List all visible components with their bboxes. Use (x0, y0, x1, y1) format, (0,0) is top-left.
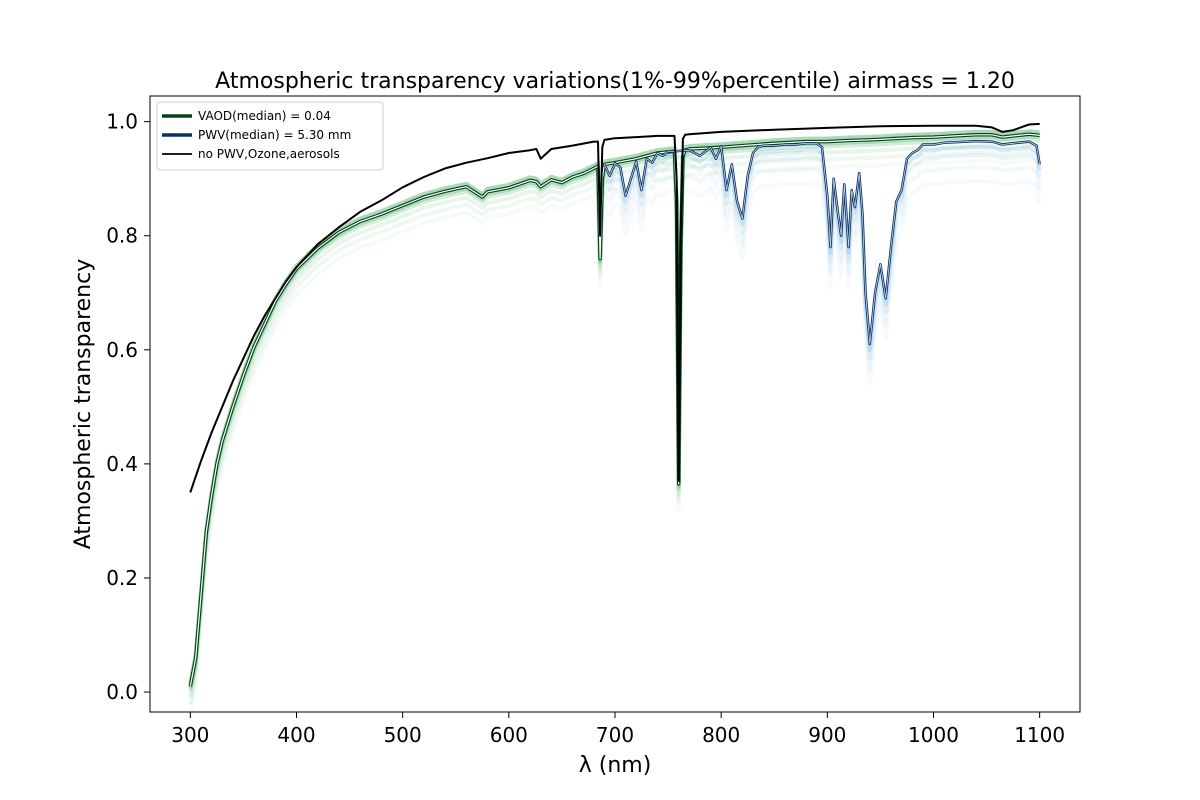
legend-box (156, 101, 384, 171)
pwv-band-line (602, 153, 1042, 361)
y-tick-label: 1.0 (106, 110, 138, 134)
legend-label: no PWV,Ozone,aerosols (198, 147, 340, 161)
x-tick-label: 600 (490, 723, 528, 747)
legend: VAOD(median) = 0.04 PWV(median) = 5.30 mm… (156, 101, 384, 171)
legend-label: VAOD(median) = 0.04 (198, 109, 331, 123)
x-tick-label: 1100 (1014, 723, 1065, 747)
vaod-band-line (188, 158, 1040, 712)
pwv-median-highlight (604, 140, 1041, 345)
x-tick-label: 900 (808, 723, 846, 747)
x-tick-label: 700 (596, 723, 634, 747)
pwv-band-line (602, 165, 1042, 373)
x-tick-label: 1000 (908, 723, 959, 747)
vaod-band-line (188, 134, 1040, 689)
vaod-median-line (188, 132, 1040, 687)
y-tick-label: 0.8 (106, 224, 138, 248)
y-axis: 0.0 0.2 0.4 0.6 0.8 1.0 (106, 110, 150, 704)
y-tick-label: 0.4 (106, 452, 138, 476)
x-axis-label: λ (nm) (579, 753, 652, 778)
x-tick-label: 500 (384, 723, 422, 747)
chart-title: Atmospheric transparency variations(1%-9… (215, 69, 1015, 94)
vaod-band-line (188, 129, 1040, 684)
legend-label: PWV(median) = 5.30 mm (198, 128, 351, 142)
x-tick-label: 800 (702, 723, 740, 747)
y-tick-label: 0.6 (106, 338, 138, 362)
x-axis: 300 400 500 600 700 800 900 1000 1100 (171, 712, 1065, 747)
plot-area (188, 122, 1042, 712)
vaod-median-highlight (189, 133, 1040, 687)
y-tick-label: 0.2 (106, 566, 138, 590)
pwv-band-line (602, 179, 1042, 387)
vaod-band-line (188, 137, 1040, 692)
y-axis-label: Atmospheric transparency (71, 259, 96, 550)
y-tick-label: 0.0 (106, 680, 138, 704)
clear-sky-line (189, 122, 1040, 493)
vaod-band-line (188, 150, 1040, 705)
x-tick-label: 400 (277, 723, 315, 747)
vaod-band-line (188, 143, 1040, 698)
x-tick-label: 300 (171, 723, 209, 747)
